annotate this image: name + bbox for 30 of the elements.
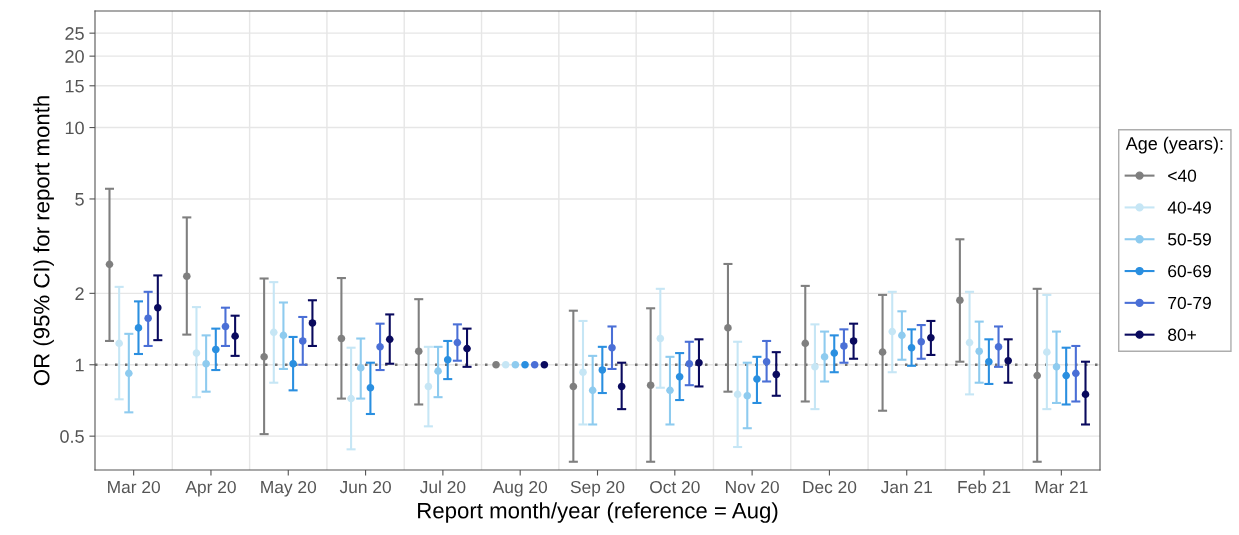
legend-label: 40-49: [1167, 201, 1211, 214]
x-tick-label: Feb 21: [958, 480, 1011, 494]
x-tick-label: Aug 20: [492, 480, 548, 497]
x-tick-label: Jan 21: [880, 480, 932, 494]
x-tick-label: Sep 20: [570, 480, 625, 497]
legend-label: 80+: [1168, 328, 1196, 341]
y-tick-label: 20: [65, 50, 84, 63]
x-tick-label: Oct 20: [650, 480, 700, 494]
y-tick-label: 2: [75, 287, 84, 300]
y-tick-label: 15: [65, 79, 84, 93]
legend-label: 50-59: [1168, 233, 1211, 246]
x-tick-label: Apr 20: [185, 480, 236, 497]
y-tick-label: 1: [75, 358, 84, 372]
x-tick-label: Jun 20: [339, 480, 391, 494]
x-tick-label: Dec 20: [803, 480, 857, 494]
x-tick-label: May 20: [261, 480, 317, 497]
legend-label: <40: [1168, 169, 1197, 182]
x-tick-label: Mar 21: [1035, 480, 1088, 494]
legend-title: Age (years):: [1125, 136, 1223, 154]
y-tick-label: 10: [65, 121, 84, 135]
y-tick-label: 0.5: [60, 430, 84, 443]
y-tick-label: 5: [75, 193, 84, 206]
x-tick-label: Jul 20: [419, 480, 466, 494]
legend-label: 60-69: [1168, 265, 1211, 278]
y-tick-label: 25: [65, 27, 84, 40]
legend-label: 70-79: [1168, 296, 1211, 310]
x-tick-label: Nov 20: [726, 480, 779, 494]
y-axis-title: OR (95% CI) for report month: [33, 96, 54, 386]
x-tick-label: Mar 20: [108, 480, 160, 494]
x-axis-title: Report month/year (reference = Aug): [418, 502, 778, 523]
